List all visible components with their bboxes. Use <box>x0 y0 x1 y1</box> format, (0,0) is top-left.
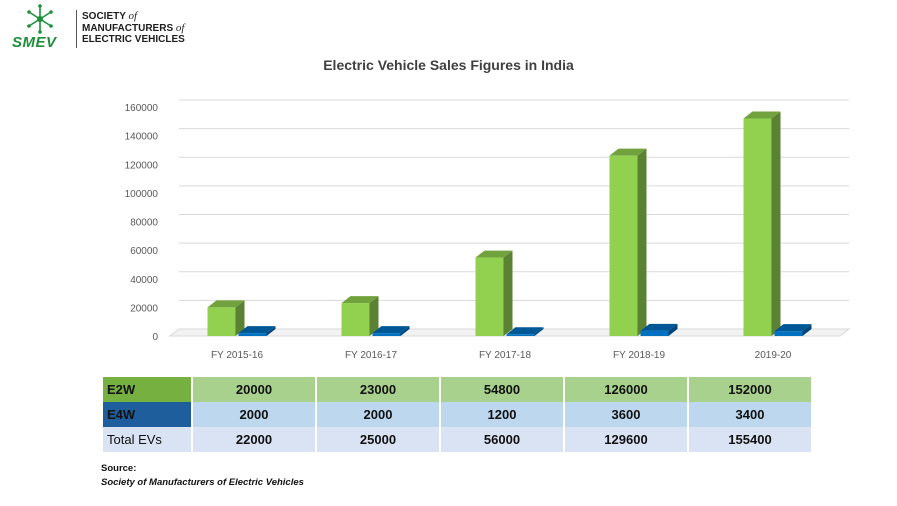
bar-top <box>640 323 678 331</box>
bar-top <box>609 148 647 156</box>
bar <box>774 331 803 336</box>
bar-side <box>235 300 245 336</box>
bar <box>743 118 772 336</box>
y-tick-label: 80000 <box>130 218 158 229</box>
row-label: E4W <box>103 402 191 427</box>
y-tick-label: 120000 <box>125 160 159 171</box>
bar-side <box>668 323 678 336</box>
bar <box>609 155 638 336</box>
table-cell: 152000 <box>689 377 811 402</box>
logo-line: of <box>175 21 185 34</box>
bar-side <box>771 111 781 336</box>
y-tick-label: 60000 <box>130 246 158 257</box>
bar <box>640 330 669 336</box>
bar-side <box>637 148 647 336</box>
y-tick-label: 160000 <box>125 103 159 114</box>
bar-side <box>266 326 276 336</box>
table-cell: 2000 <box>317 402 439 427</box>
table-cell: 155400 <box>689 427 811 452</box>
bar-side <box>400 326 410 336</box>
bar <box>475 257 504 336</box>
bar-top <box>341 296 379 304</box>
table-cell: 56000 <box>441 427 563 452</box>
table-cell: 129600 <box>565 427 687 452</box>
logo-line: MANUFACTURERS <box>82 22 174 34</box>
bar-side <box>503 250 513 336</box>
smev-logo: SMEV SOCIETY of MANUFACTURERS of ELECTRI… <box>10 4 195 51</box>
table-cell: 3600 <box>565 402 687 427</box>
bar-side <box>802 324 812 336</box>
row-label: E2W <box>103 377 191 402</box>
x-tick-label: FY 2018-19 <box>613 350 666 361</box>
logo-line: ELECTRIC VEHICLES <box>82 34 185 45</box>
table-cell: 126000 <box>565 377 687 402</box>
bar-top <box>475 250 513 258</box>
logo-org-name: SOCIETY of MANUFACTURERS of ELECTRIC VEH… <box>82 10 185 46</box>
bar-top <box>774 324 812 332</box>
bar <box>372 333 401 336</box>
table-cell: 25000 <box>317 427 439 452</box>
logo-line: SOCIETY <box>82 11 126 22</box>
x-tick-label: FY 2017-18 <box>479 350 532 361</box>
y-tick-label: 0 <box>152 332 158 343</box>
y-tick-label: 100000 <box>125 189 159 200</box>
bar-top <box>743 111 781 119</box>
logo-star-icon <box>27 4 53 34</box>
logo-line: of <box>128 10 138 22</box>
table-cell: 54800 <box>441 377 563 402</box>
x-tick-label: FY 2015-16 <box>211 350 264 361</box>
x-tick-label: FY 2016-17 <box>345 350 398 361</box>
table-row-e2w: E2W 20000 23000 54800 126000 152000 <box>103 377 811 402</box>
source-text: Society of Manufacturers of Electric Veh… <box>101 477 304 488</box>
logo-wordmark: SMEV <box>12 34 57 51</box>
bar <box>506 334 535 336</box>
bar <box>207 307 236 336</box>
table-row-total: Total EVs 22000 25000 56000 129600 15540… <box>103 427 811 452</box>
bar-side <box>534 327 544 336</box>
bar <box>341 303 370 336</box>
table-cell: 20000 <box>193 377 315 402</box>
source-label: Source: <box>101 463 137 474</box>
bar <box>238 333 267 336</box>
bar-chart: 0 20000 40000 60000 80000 100000 120000 140000 1… <box>125 99 851 361</box>
table-cell: 3400 <box>689 402 811 427</box>
bar-side <box>369 296 379 336</box>
bar-top <box>238 326 276 334</box>
y-tick-label: 20000 <box>130 303 158 314</box>
x-tick-label: 2019-20 <box>755 350 792 361</box>
table-cell: 23000 <box>317 377 439 402</box>
bar-top <box>506 327 544 335</box>
table-cell: 1200 <box>441 402 563 427</box>
bar-top <box>207 300 245 308</box>
table-cell: 2000 <box>193 402 315 427</box>
data-table: E2W 20000 23000 54800 126000 152000 E4W … <box>101 377 813 452</box>
source-note: Source: Society of Manufacturers of Elec… <box>101 462 304 490</box>
y-tick-label: 40000 <box>130 275 158 286</box>
y-tick-label: 140000 <box>125 132 159 143</box>
chart-title: Electric Vehicle Sales Figures in India <box>323 57 574 73</box>
table-cell: 22000 <box>193 427 315 452</box>
row-label: Total EVs <box>103 427 191 452</box>
bar-top <box>372 326 410 334</box>
table-row-e4w: E4W 2000 2000 1200 3600 3400 <box>103 402 811 427</box>
logo-divider <box>76 10 77 48</box>
